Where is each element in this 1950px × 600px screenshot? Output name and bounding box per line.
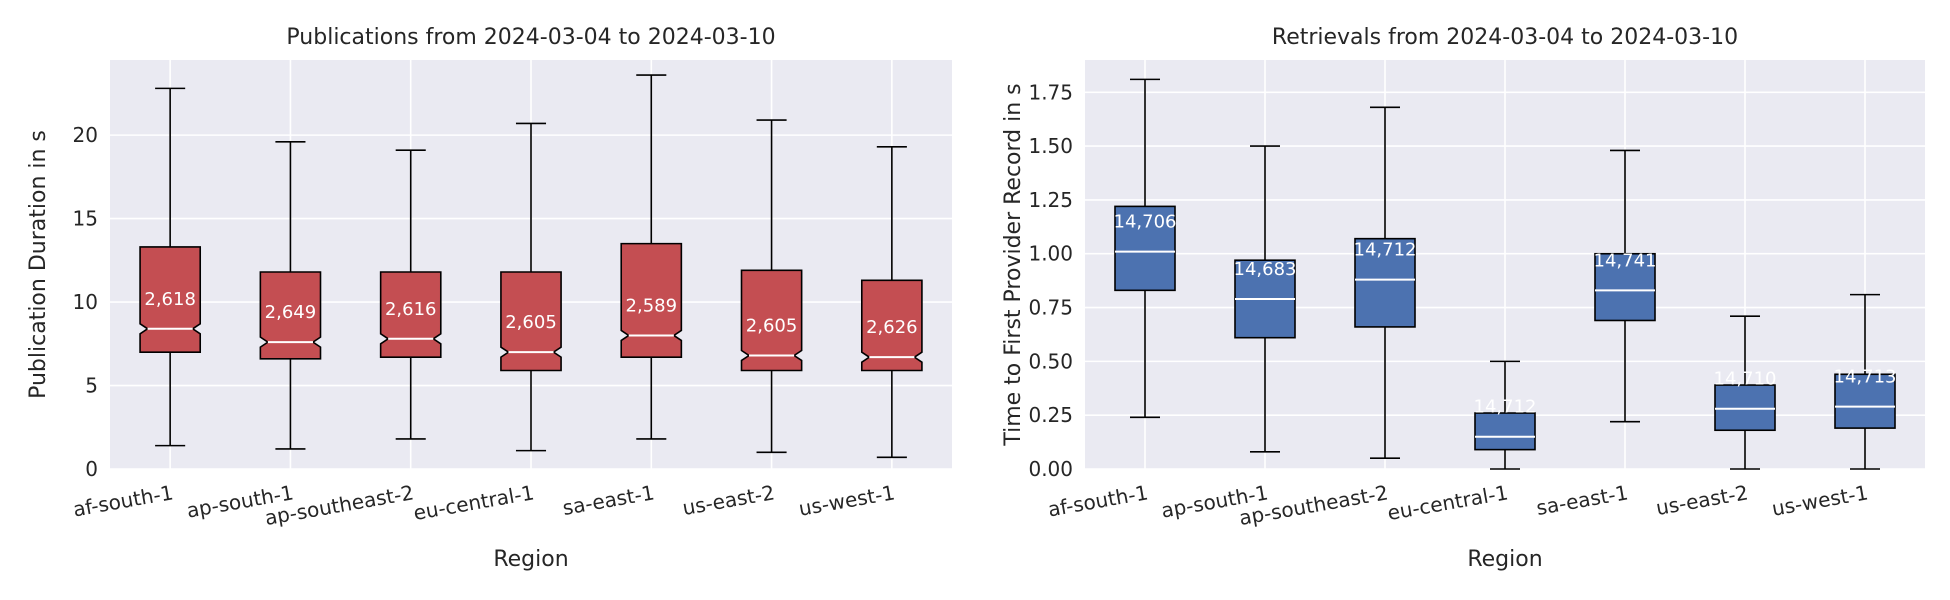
publications-x-axis-label: Region xyxy=(493,547,568,572)
y-tick-label: 15 xyxy=(73,207,98,231)
publications-box-us-west-1: 2,626 xyxy=(860,146,923,459)
publications-box-ap-southeast-2: 2,616 xyxy=(379,149,442,440)
x-tick-label: af-south-1 xyxy=(71,480,175,521)
y-tick-label: 1.50 xyxy=(1028,134,1073,158)
count-label: 2,605 xyxy=(505,312,557,333)
retrievals-box-eu-central-1: 14,712 xyxy=(1474,360,1537,470)
retrievals-x-ticks: af-south-1 ap-south-1ap-southeast-2eu-cen… xyxy=(1046,480,1870,530)
publications-chart-title: Publications from 2024-03-04 to 2024-03-… xyxy=(286,25,775,50)
box-body xyxy=(1114,205,1176,292)
count-label: 2,605 xyxy=(746,315,798,336)
box-body xyxy=(139,246,202,353)
x-tick-label: us-west-1 xyxy=(1770,480,1870,521)
box-body xyxy=(740,269,803,372)
retrievals-box-af-south-1: 14,706 xyxy=(1114,78,1177,419)
x-tick-label: sa-east-1 xyxy=(561,480,656,520)
y-tick-label: 20 xyxy=(73,123,98,147)
publications-box-sa-east-1: 2,589 xyxy=(620,74,683,440)
count-label: 14,741 xyxy=(1594,250,1657,271)
box-body xyxy=(1594,252,1656,322)
y-tick-label: 0.00 xyxy=(1028,457,1073,481)
retrievals-box-ap-south-1: 14,683 xyxy=(1234,145,1297,453)
count-label: 2,589 xyxy=(626,295,678,316)
count-label: 14,683 xyxy=(1234,259,1297,280)
retrievals-chart-title: Retrievals from 2024-03-04 to 2024-03-10 xyxy=(1272,25,1738,50)
box-body xyxy=(1834,373,1896,429)
x-tick-label: af-south-1 xyxy=(1046,480,1150,521)
publications-y-ticks: 0 5 10 15 20 xyxy=(73,123,98,481)
publications-box-us-east-2: 2,605 xyxy=(740,119,803,454)
retrievals-box-sa-east-1: 14,741 xyxy=(1594,149,1657,423)
y-tick-label: 1.25 xyxy=(1028,188,1073,212)
publications-box-ap-south-1: 2,649 xyxy=(259,141,322,450)
publications-panel: 0 5 10 15 20 af-south-1 ap-south-1ap-southeas… xyxy=(26,25,952,572)
retrievals-y-axis-label: Time to First Provider Record in s xyxy=(1001,83,1026,446)
box-body xyxy=(860,279,923,372)
y-tick-label: 10 xyxy=(73,290,98,314)
retrievals-box-us-east-2: 14,710 xyxy=(1714,315,1777,470)
count-label: 14,712 xyxy=(1354,240,1417,261)
box-body xyxy=(1354,237,1416,328)
count-label: 2,626 xyxy=(866,317,918,338)
retrievals-box-us-west-1: 14,713 xyxy=(1834,293,1897,470)
retrievals-x-axis-label: Region xyxy=(1467,547,1542,572)
x-tick-label: us-west-1 xyxy=(797,480,897,521)
count-label: 14,706 xyxy=(1114,212,1177,233)
x-tick-label: eu-central-1 xyxy=(412,480,536,525)
y-tick-label: 1.00 xyxy=(1028,242,1073,266)
count-label: 2,649 xyxy=(265,302,317,323)
count-label: 14,713 xyxy=(1834,367,1897,388)
retrievals-panel: 0.00 0.25 0.50 0.75 1.00 1.25 1.50 1.75 af-sout… xyxy=(1001,25,1925,572)
retrievals-y-ticks: 0.00 0.25 0.50 0.75 1.00 1.25 1.50 1.75 xyxy=(1028,80,1073,481)
publications-boxes: 2,618 2,649 2,616 2,605 2,589 2,605 2,626 xyxy=(139,74,923,459)
y-tick-label: 5 xyxy=(85,374,98,398)
y-tick-label: 1.75 xyxy=(1028,80,1073,104)
box-body xyxy=(1474,412,1536,451)
count-label: 14,710 xyxy=(1714,369,1777,390)
x-tick-label: us-east-2 xyxy=(681,480,777,520)
publications-box-af-south-1: 2,618 xyxy=(139,87,202,447)
box-body xyxy=(500,271,562,372)
publications-y-axis-label: Publication Duration in s xyxy=(26,130,51,399)
box-body xyxy=(620,242,683,358)
publications-box-eu-central-1: 2,605 xyxy=(500,122,562,452)
count-label: 2,616 xyxy=(385,299,437,320)
publications-x-ticks: af-south-1 ap-south-1ap-southeast-2eu-cen… xyxy=(71,480,897,530)
y-tick-label: 0.50 xyxy=(1028,349,1073,373)
x-tick-label: us-east-2 xyxy=(1654,480,1750,520)
x-tick-label: eu-central-1 xyxy=(1386,480,1510,525)
box-body xyxy=(1714,384,1776,432)
y-tick-label: 0.75 xyxy=(1028,296,1073,320)
retrievals-boxes: 14,706 14,683 14,712 14,712 14,741 14,710 14,7… xyxy=(1114,78,1897,470)
box-body xyxy=(379,271,442,358)
box-body xyxy=(259,271,322,360)
y-tick-label: 0 xyxy=(85,457,98,481)
count-label: 14,712 xyxy=(1474,397,1537,418)
count-label: 2,618 xyxy=(144,289,196,310)
x-tick-label: sa-east-1 xyxy=(1534,480,1629,520)
retrievals-box-ap-southeast-2: 14,712 xyxy=(1354,106,1417,460)
y-tick-label: 0.25 xyxy=(1028,403,1073,427)
